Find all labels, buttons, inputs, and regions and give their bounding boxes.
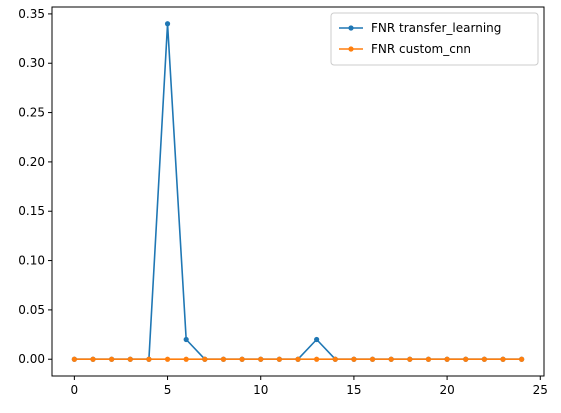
y-tick-label: 0.30 (18, 56, 45, 70)
data-point (407, 356, 413, 362)
data-point (239, 356, 245, 362)
y-tick-label: 0.05 (18, 303, 45, 317)
data-point (519, 356, 525, 362)
y-tick-label: 0.25 (18, 106, 45, 120)
legend-label: FNR transfer_learning (371, 21, 501, 35)
data-point (481, 356, 487, 362)
axes-frame (51, 6, 545, 377)
x-tick-label: 20 (439, 383, 454, 397)
y-tick-label: 0.00 (18, 352, 45, 366)
data-point (109, 356, 115, 362)
series-lines (74, 22, 522, 361)
data-point (71, 356, 77, 362)
y-tick-label: 0.10 (18, 254, 45, 268)
data-point (425, 356, 432, 362)
legend-swatch-marker (348, 46, 354, 52)
data-point (369, 356, 376, 362)
data-point (220, 356, 227, 362)
data-point (351, 356, 357, 362)
data-point (183, 356, 189, 362)
data-point (463, 356, 469, 362)
data-point (444, 356, 450, 362)
data-point (90, 356, 96, 362)
data-point (295, 356, 301, 362)
y-tick-label: 0.15 (18, 204, 45, 218)
x-tick-label: 15 (346, 383, 361, 397)
y-tick-label: 0.20 (18, 155, 45, 169)
legend: FNR transfer_learning FNR custom_cnn (330, 12, 539, 66)
data-point (276, 356, 282, 362)
data-point (146, 356, 152, 362)
data-point (164, 356, 171, 362)
x-axis-ticks: 0 5 10 15 20 25 (71, 376, 548, 397)
x-tick-label: 0 (71, 383, 79, 397)
data-point (164, 21, 171, 27)
x-tick-label: 10 (253, 383, 268, 397)
data-point (314, 356, 320, 362)
y-axis-ticks: 0.00 0.05 0.10 0.15 0.20 0.25 0.30 0.35 (18, 7, 52, 366)
data-point (183, 336, 189, 343)
data-point (314, 336, 320, 343)
data-point (258, 356, 264, 362)
data-point (388, 356, 394, 362)
legend-swatch-marker (348, 25, 354, 31)
legend-box (330, 12, 539, 66)
y-tick-label: 0.35 (18, 7, 45, 21)
x-tick-label: 25 (533, 383, 548, 397)
data-point (332, 356, 338, 362)
series-line-1 (74, 22, 522, 361)
data-point (202, 356, 208, 362)
x-tick-label: 5 (164, 383, 172, 397)
legend-label: FNR custom_cnn (371, 42, 471, 56)
data-point (127, 356, 133, 362)
data-point (500, 356, 506, 362)
series-markers (71, 21, 525, 362)
